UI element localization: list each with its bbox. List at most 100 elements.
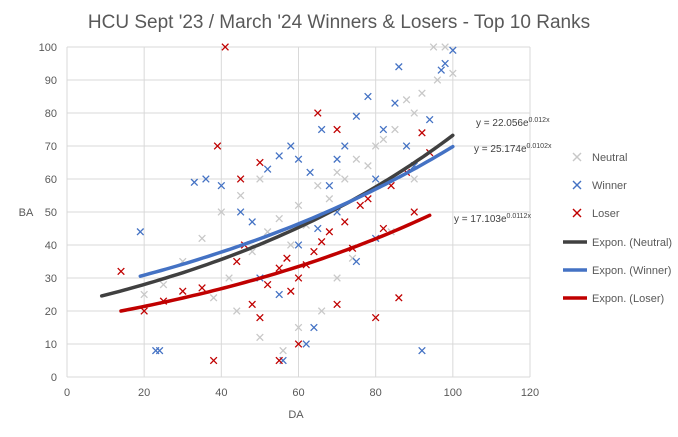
legend-item-winner: Winner <box>572 180 627 192</box>
x-tick-label: 80 <box>370 387 382 399</box>
winner-point <box>202 175 210 183</box>
winner-point <box>236 208 245 216</box>
loser-point <box>317 237 326 246</box>
neutral-point <box>256 175 264 183</box>
legend-item-neutral: Neutral <box>572 152 627 164</box>
winner-point <box>425 115 434 124</box>
neutral-point <box>433 76 442 84</box>
neutral-point <box>391 125 399 134</box>
loser-point <box>209 356 218 365</box>
neutral-series <box>140 43 457 355</box>
loser-series <box>117 43 434 365</box>
winner-point <box>275 290 283 299</box>
equation-winner: y = 25.174e0.0102x <box>474 143 552 155</box>
neutral-point <box>341 175 349 183</box>
y-tick-label: 50 <box>45 207 57 219</box>
neutral-point <box>294 323 303 332</box>
legend-marker <box>572 208 582 218</box>
loser-point <box>410 208 419 216</box>
loser-point <box>233 257 241 266</box>
neutral-point <box>402 96 411 104</box>
loser-point <box>221 43 229 51</box>
legend-marker <box>572 180 582 190</box>
winner-point <box>437 66 446 74</box>
neutral-point <box>333 274 341 282</box>
equation-neutral: y = 22.056e0.012x <box>476 117 550 129</box>
legend-marker <box>572 152 582 162</box>
loser-point <box>178 287 187 295</box>
neutral-point <box>410 109 419 117</box>
neutral-point <box>256 333 264 342</box>
neutral-point <box>317 307 326 315</box>
winner-point <box>275 152 283 160</box>
winner-point <box>155 346 164 355</box>
y-tick-label: 100 <box>39 42 57 54</box>
legend-item-expon-loser: Expon. (Loser) <box>563 293 664 305</box>
axis-ticks: 0 20 40 60 80 100 120 0 10 20 30 40 50 60 70 80 90 100 <box>39 42 540 399</box>
neutral-point <box>198 234 206 243</box>
winner-point <box>217 181 226 190</box>
winner-series <box>136 46 457 365</box>
neutral-point <box>352 155 361 163</box>
loser-point <box>379 224 388 233</box>
loser-point <box>418 129 426 137</box>
loser-point <box>287 287 295 295</box>
winner-point <box>294 241 303 249</box>
y-tick-label: 30 <box>45 273 57 285</box>
winner-point <box>371 175 380 183</box>
neutral-point <box>209 294 218 302</box>
neutral-point <box>236 191 245 200</box>
loser-point <box>256 313 264 322</box>
y-tick-label: 70 <box>45 141 57 153</box>
winner-point <box>314 224 322 233</box>
legend-item-expon-neutral: Expon. (Neutral) <box>563 237 672 249</box>
loser-point <box>263 280 272 289</box>
x-tick-label: 40 <box>215 387 227 399</box>
y-tick-label: 90 <box>45 75 57 87</box>
loser-point <box>294 340 303 348</box>
neutral-point <box>233 307 241 315</box>
legend-marker-winner <box>572 180 582 190</box>
y-tick-label: 60 <box>45 174 57 186</box>
neutral-point <box>364 162 372 170</box>
legend-item-loser: Loser <box>572 208 620 220</box>
legend-marker-loser <box>572 208 582 218</box>
winner-point <box>333 155 341 163</box>
x-tick-label: 60 <box>292 387 304 399</box>
trendline-loser <box>119 213 432 313</box>
x-tick-label: 100 <box>444 387 462 399</box>
trendline-winner <box>138 144 455 278</box>
legend-label-loser: Loser <box>592 208 620 220</box>
loser-point <box>341 218 349 226</box>
neutral-point <box>333 168 341 177</box>
loser-point <box>333 125 341 134</box>
loser-point <box>283 254 291 262</box>
winner-point <box>287 142 295 150</box>
winner-point <box>317 125 326 134</box>
chart-title: HCU Sept '23 / March '24 Winners & Loser… <box>88 12 590 33</box>
neutral-point <box>159 280 168 289</box>
gridlines <box>66 46 531 378</box>
loser-point <box>395 294 403 302</box>
winner-point <box>190 178 199 187</box>
loser-point <box>310 247 318 256</box>
winner-point <box>379 125 388 134</box>
winner-point <box>449 46 457 55</box>
winner-point <box>248 218 256 226</box>
winner-point <box>306 168 314 177</box>
winner-point <box>391 99 399 107</box>
neutral-point <box>410 175 419 183</box>
neutral-point <box>371 142 380 150</box>
legend-label-expon-loser: Expon. (Loser) <box>592 293 664 305</box>
winner-point <box>310 323 318 332</box>
loser-point <box>371 313 380 322</box>
loser-point <box>140 307 148 315</box>
loser-point <box>198 284 206 292</box>
y-tick-label: 40 <box>45 240 57 252</box>
y-tick-label: 10 <box>45 339 57 351</box>
neutral-point <box>449 69 457 78</box>
winner-point <box>352 257 361 266</box>
winner-point <box>341 142 349 150</box>
y-axis-title: BA <box>19 207 34 219</box>
